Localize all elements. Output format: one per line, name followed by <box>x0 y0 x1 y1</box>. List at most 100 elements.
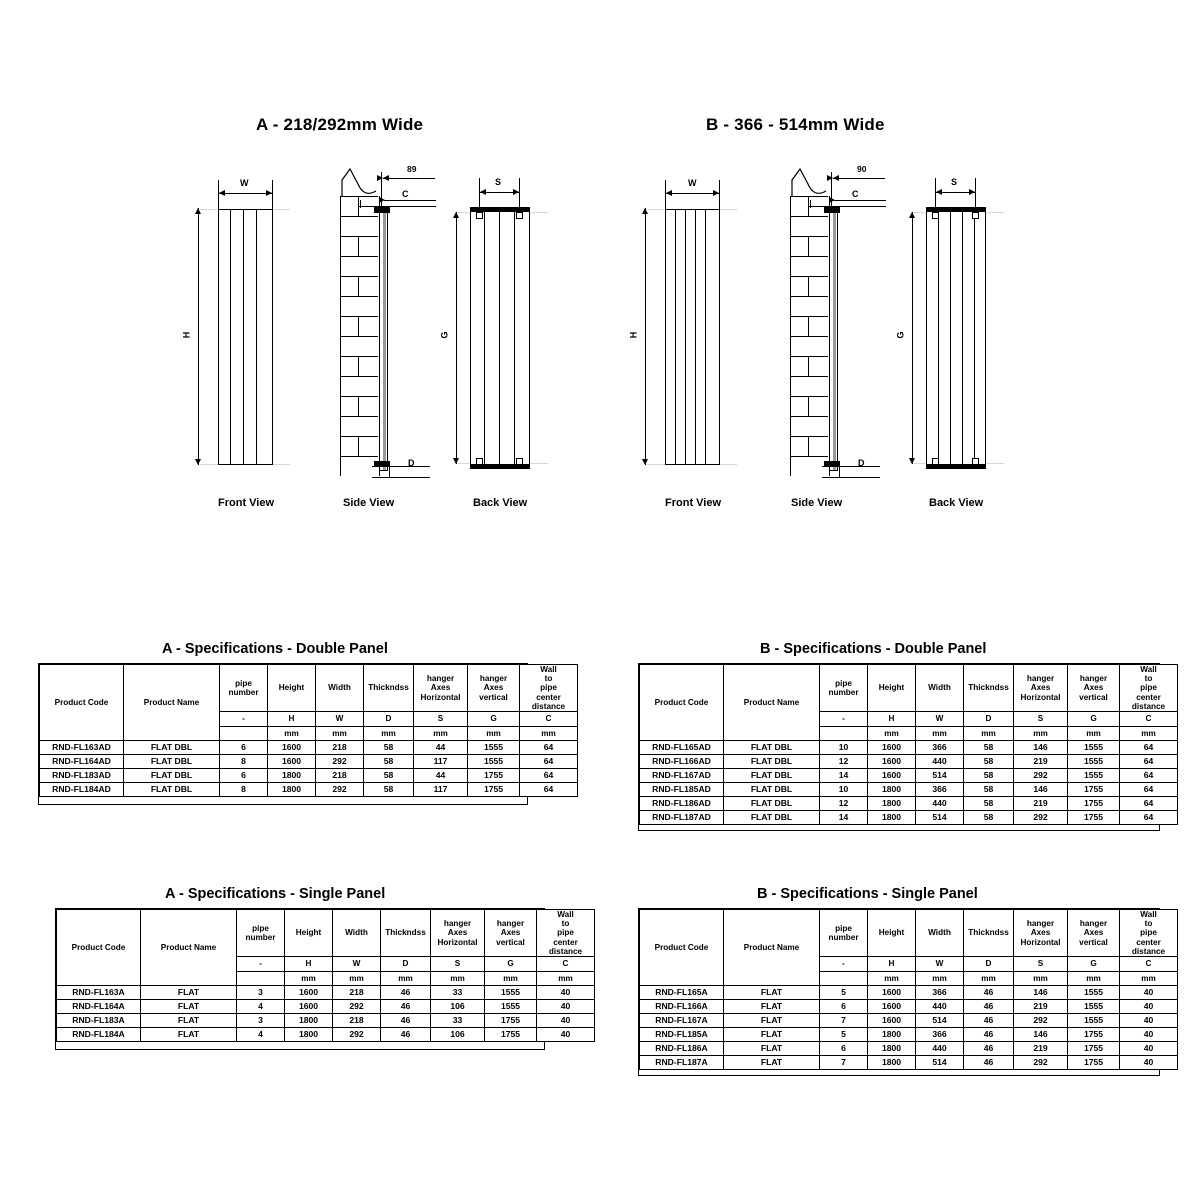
cell-r1-c4: 292 <box>315 753 364 769</box>
col-header-4: Width <box>915 909 964 957</box>
col-header-7: hanger Axes vertical <box>1067 664 1120 712</box>
table-row[interactable]: RND-FL163A FLAT 3 1600 218 46 33 1555 40 <box>56 984 595 1000</box>
table-header-row: Product Code Product Name pipe number Height… <box>639 909 1178 986</box>
a-back-valve-top-right <box>516 212 523 219</box>
b-side-d-label: D <box>858 458 865 468</box>
col-symbol-5: D <box>380 955 431 972</box>
table-row[interactable]: RND-FL185A FLAT 5 1800 366 46 146 1755 40 <box>639 1026 1178 1042</box>
cell-r1-c8: 40 <box>536 998 595 1014</box>
table-row[interactable]: RND-FL183A FLAT 3 1800 218 46 33 1755 40 <box>56 1012 595 1028</box>
cell-r3-c5: 46 <box>963 1026 1014 1042</box>
cell-r4-c7: 1755 <box>1067 1040 1120 1056</box>
col-unit-3: mm <box>867 970 916 986</box>
b-front-height-label: H <box>628 331 639 339</box>
col-header-7: hanger Axes vertical <box>484 909 537 957</box>
b-side-c-label: C <box>852 189 859 199</box>
table-row[interactable]: RND-FL187AD FLAT DBL 14 1800 514 58 292 1755 64 <box>639 809 1178 825</box>
table-row[interactable]: RND-FL167A FLAT 7 1600 514 46 292 1555 40 <box>639 1012 1178 1028</box>
spec-table-a-single: Product Code Product Name pipe number Height… <box>56 909 595 1042</box>
table-row[interactable]: RND-FL184A FLAT 4 1800 292 46 106 1755 40 <box>56 1026 595 1042</box>
cell-r0-c3: 1600 <box>284 984 333 1000</box>
col-header-product-code: Product Code <box>39 664 124 741</box>
cell-r2-c4: 218 <box>315 767 364 783</box>
table-header-row: Product Code Product Name pipe number Height… <box>639 664 1178 741</box>
col-symbol-3: H <box>284 955 333 972</box>
cell-r2-c7: 1755 <box>484 1012 537 1028</box>
cell-r2-c0: RND-FL183A <box>56 1012 141 1028</box>
table-row[interactable]: RND-FL166AD FLAT DBL 12 1600 440 58 219 1555 64 <box>639 753 1178 769</box>
col-unit-3: mm <box>267 725 316 741</box>
table-row[interactable]: RND-FL186A FLAT 6 1800 440 46 219 1755 40 <box>639 1040 1178 1056</box>
col-unit-6: mm <box>1013 725 1068 741</box>
cell-r2-c6: 33 <box>430 1012 485 1028</box>
table-row[interactable]: RND-FL164A FLAT 4 1600 292 46 106 1555 40 <box>56 998 595 1014</box>
cell-r1-c6: 219 <box>1013 753 1068 769</box>
table-row[interactable]: RND-FL184AD FLAT DBL 8 1800 292 58 117 1755 64 <box>39 781 578 797</box>
table-unit-row: mm mm mm mm mm mm <box>640 725 1178 741</box>
cell-r1-c1: FLAT <box>140 998 237 1014</box>
table-row[interactable]: RND-FL167AD FLAT DBL 14 1600 514 58 292 1555 64 <box>639 767 1178 783</box>
cell-r1-c5: 58 <box>363 753 414 769</box>
cell-r5-c0: RND-FL187A <box>639 1054 724 1070</box>
table-row[interactable]: RND-FL186AD FLAT DBL 12 1800 440 58 219 1755 64 <box>639 795 1178 811</box>
cell-r1-c1: FLAT DBL <box>723 753 820 769</box>
col-header-5: Thickndss <box>380 909 431 957</box>
cell-r2-c5: 58 <box>363 767 414 783</box>
cell-r0-c5: 46 <box>963 984 1014 1000</box>
spec-table-b-single: Product Code Product Name pipe number Height… <box>639 909 1178 1070</box>
col-header-6: hanger Axes Horizontal <box>1013 909 1068 957</box>
table-header-row: Product Code Product Name pipe number Height… <box>39 664 578 741</box>
cell-r3-c7: 1755 <box>1067 781 1120 797</box>
col-unit-5: mm <box>963 725 1014 741</box>
cell-r2-c1: FLAT <box>723 1012 820 1028</box>
col-unit-2 <box>219 725 268 741</box>
cell-r5-c8: 64 <box>1119 809 1178 825</box>
table-row[interactable]: RND-FL187A FLAT 7 1800 514 46 292 1755 40 <box>639 1054 1178 1070</box>
b-back-valve-top-left <box>932 212 939 219</box>
cell-r0-c2: 5 <box>819 984 868 1000</box>
table-row[interactable]: RND-FL164AD FLAT DBL 8 1600 292 58 117 1555 64 <box>39 753 578 769</box>
cell-r3-c2: 8 <box>219 781 268 797</box>
col-unit-5: mm <box>963 970 1014 986</box>
table-title-a-double: A - Specifications - Double Panel <box>162 641 388 657</box>
cell-r0-c7: 1555 <box>467 739 520 755</box>
a-back-valve-top-left <box>476 212 483 219</box>
b-side-radiator-slab <box>829 207 838 471</box>
cell-r3-c5: 58 <box>363 781 414 797</box>
col-symbol-4: W <box>315 710 364 727</box>
cell-r3-c8: 40 <box>536 1026 595 1042</box>
cell-r2-c2: 6 <box>219 767 268 783</box>
cell-r2-c8: 40 <box>536 1012 595 1028</box>
table-row[interactable]: RND-FL165A FLAT 5 1600 366 46 146 1555 40 <box>639 984 1178 1000</box>
a-back-g-label: G <box>439 331 450 339</box>
col-header-product-name: Product Name <box>123 664 220 741</box>
cell-r4-c5: 58 <box>963 795 1014 811</box>
cell-r3-c0: RND-FL184AD <box>39 781 124 797</box>
cell-r3-c3: 1800 <box>267 781 316 797</box>
table-row[interactable]: RND-FL165AD FLAT DBL 10 1600 366 58 146 1555 64 <box>639 739 1178 755</box>
table-row[interactable]: RND-FL183AD FLAT DBL 6 1800 218 58 44 1755 64 <box>39 767 578 783</box>
cell-r4-c6: 219 <box>1013 795 1068 811</box>
cell-r2-c6: 292 <box>1013 1012 1068 1028</box>
table-title-b-double: B - Specifications - Double Panel <box>760 641 987 657</box>
cell-r1-c2: 12 <box>819 753 868 769</box>
table-row[interactable]: RND-FL163AD FLAT DBL 6 1600 218 58 44 1555 64 <box>39 739 578 755</box>
cell-r4-c6: 219 <box>1013 1040 1068 1056</box>
cell-r1-c2: 4 <box>236 998 285 1014</box>
table-row[interactable]: RND-FL166A FLAT 6 1600 440 46 219 1555 40 <box>639 998 1178 1014</box>
table-row[interactable]: RND-FL185AD FLAT DBL 10 1800 366 58 146 1755 64 <box>639 781 1178 797</box>
cell-r2-c3: 1600 <box>867 767 916 783</box>
cell-r3-c3: 1800 <box>867 1026 916 1042</box>
col-symbol-2: - <box>819 710 868 727</box>
cell-r3-c6: 117 <box>413 781 468 797</box>
col-symbol-4: W <box>915 710 964 727</box>
cell-r0-c2: 3 <box>236 984 285 1000</box>
a-side-top-dimension: 89 <box>407 164 417 174</box>
cell-r0-c1: FLAT <box>140 984 237 1000</box>
cell-r0-c6: 146 <box>1013 984 1068 1000</box>
cell-r2-c8: 40 <box>1119 1012 1178 1028</box>
cell-r0-c5: 58 <box>963 739 1014 755</box>
col-header-8: Wall to pipe center distance <box>1119 664 1178 712</box>
cell-r1-c2: 8 <box>219 753 268 769</box>
